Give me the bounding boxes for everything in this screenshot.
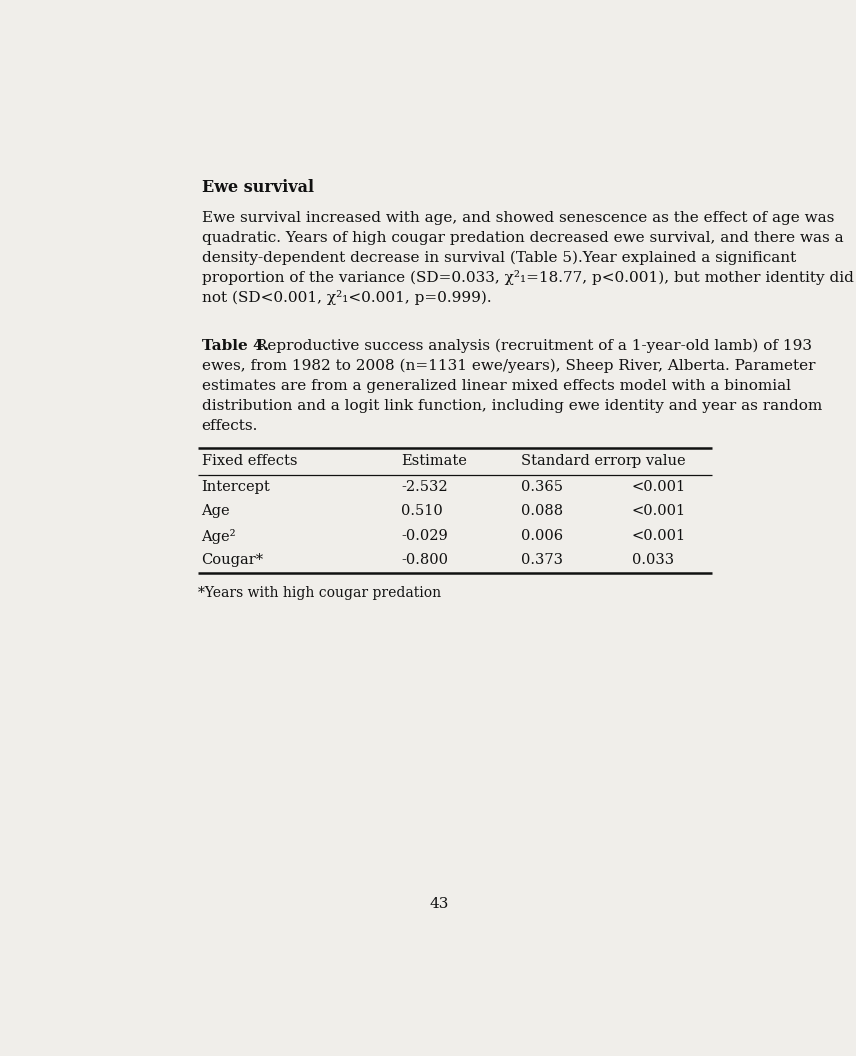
Text: Estimate: Estimate <box>401 454 467 469</box>
Text: 0.373: 0.373 <box>520 553 563 567</box>
Text: proportion of the variance (SD=0.033, χ²₁=18.77, p<0.001), but mother identity d: proportion of the variance (SD=0.033, χ²… <box>201 270 853 285</box>
Text: effects.: effects. <box>201 419 258 433</box>
Text: 0.033: 0.033 <box>632 553 674 567</box>
Text: Ewe survival: Ewe survival <box>201 180 313 196</box>
Text: quadratic. Years of high cougar predation decreased ewe survival, and there was : quadratic. Years of high cougar predatio… <box>201 231 843 245</box>
Text: 0.365: 0.365 <box>520 480 563 494</box>
Text: 0.510: 0.510 <box>401 505 443 518</box>
Text: -0.800: -0.800 <box>401 553 449 567</box>
Text: Fixed effects: Fixed effects <box>201 454 297 469</box>
Text: -0.029: -0.029 <box>401 529 449 543</box>
Text: p value: p value <box>632 454 686 469</box>
Text: Reproductive success analysis (recruitment of a 1-year-old lamb) of 193: Reproductive success analysis (recruitme… <box>251 339 812 354</box>
Text: estimates are from a generalized linear mixed effects model with a binomial: estimates are from a generalized linear … <box>201 379 791 393</box>
Text: -2.532: -2.532 <box>401 480 449 494</box>
Text: <0.001: <0.001 <box>632 529 686 543</box>
Text: <0.001: <0.001 <box>632 505 686 518</box>
Text: <0.001: <0.001 <box>632 480 686 494</box>
Text: 0.088: 0.088 <box>520 505 563 518</box>
Text: density-dependent decrease in survival (Table 5).Year explained a significant: density-dependent decrease in survival (… <box>201 250 796 265</box>
Text: not (SD<0.001, χ²₁<0.001, p=0.999).: not (SD<0.001, χ²₁<0.001, p=0.999). <box>201 290 491 305</box>
Text: Table 4.: Table 4. <box>201 339 269 353</box>
Text: *Years with high cougar predation: *Years with high cougar predation <box>198 586 441 600</box>
Text: ewes, from 1982 to 2008 (n=1131 ewe/years), Sheep River, Alberta. Parameter: ewes, from 1982 to 2008 (n=1131 ewe/year… <box>201 359 815 373</box>
Text: distribution and a logit link function, including ewe identity and year as rando: distribution and a logit link function, … <box>201 399 822 413</box>
Text: Cougar*: Cougar* <box>201 553 264 567</box>
Text: Age²: Age² <box>201 529 236 544</box>
Text: 0.006: 0.006 <box>520 529 563 543</box>
Text: Intercept: Intercept <box>201 480 270 494</box>
Text: Ewe survival increased with age, and showed senescence as the effect of age was: Ewe survival increased with age, and sho… <box>201 211 834 225</box>
Text: Age: Age <box>201 505 230 518</box>
Text: Standard error: Standard error <box>520 454 633 469</box>
Text: 43: 43 <box>429 897 449 910</box>
